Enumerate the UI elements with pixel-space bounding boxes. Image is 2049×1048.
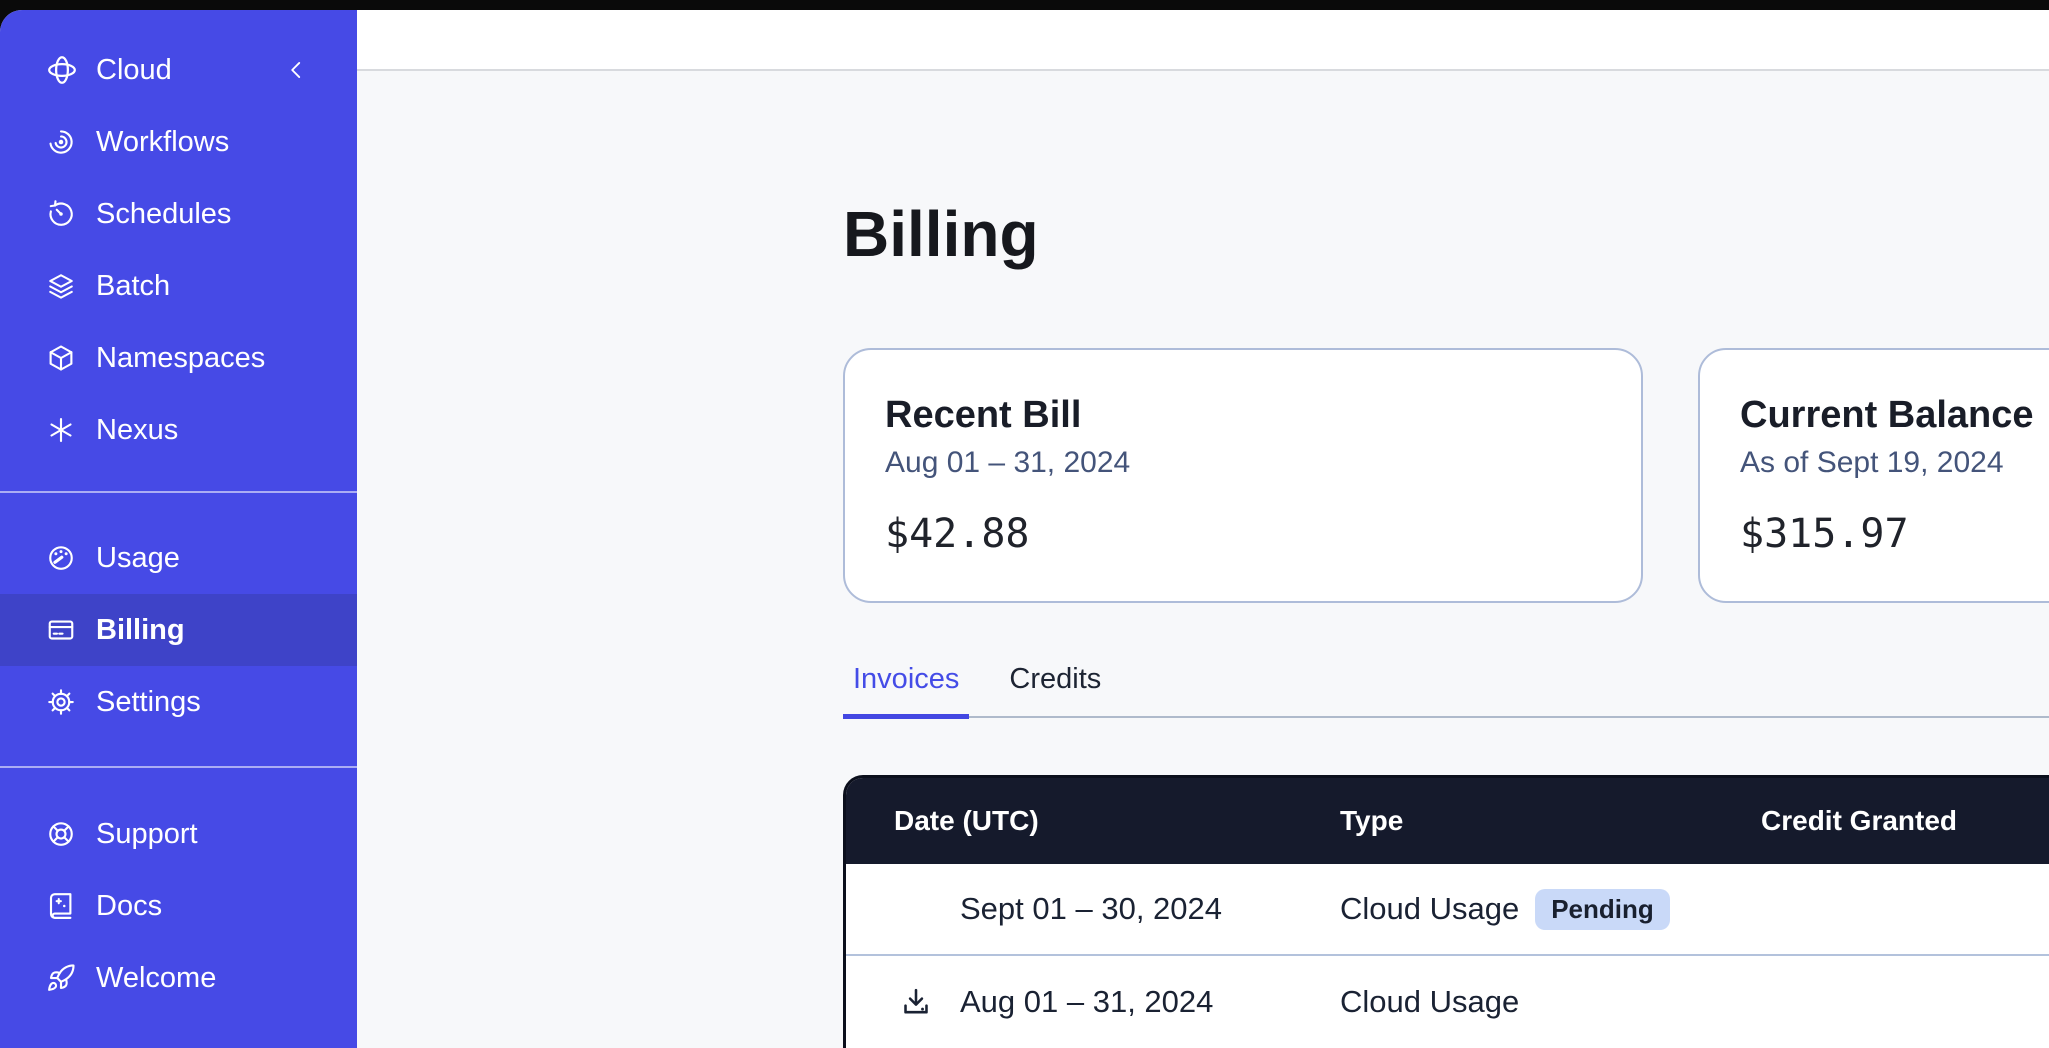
page-title: Billing bbox=[843, 198, 1039, 270]
docs-icon bbox=[46, 891, 76, 921]
invoice-date: Sept 01 – 30, 2024 bbox=[960, 891, 1223, 926]
sidebar-item-label: Nexus bbox=[96, 413, 179, 446]
nexus-icon bbox=[46, 415, 76, 445]
app-window: Cloud Workflows Schedules bbox=[0, 10, 2049, 1048]
sidebar-item-label: Support bbox=[96, 817, 198, 850]
sidebar-logo-label: Cloud bbox=[96, 53, 172, 86]
sidebar-item-batch[interactable]: Batch bbox=[0, 250, 357, 322]
sidebar-divider bbox=[0, 491, 357, 493]
top-bar bbox=[357, 10, 2049, 71]
main-area: Billing Recent Bill Aug 01 – 31, 2024 $4… bbox=[357, 10, 2049, 1048]
sidebar-item-docs[interactable]: Docs bbox=[0, 870, 357, 942]
sidebar-item-label: Docs bbox=[96, 889, 163, 922]
date-cell: Sept 01 – 30, 2024 bbox=[894, 887, 1340, 931]
support-icon bbox=[46, 819, 76, 849]
sidebar-item-label: Batch bbox=[96, 269, 171, 302]
sidebar-item-namespaces[interactable]: Namespaces bbox=[0, 322, 357, 394]
card-amount: $42.88 bbox=[885, 511, 1030, 557]
invoices-table: Date (UTC) Type Credit Granted Sept 01 –… bbox=[843, 775, 2049, 1048]
column-header-credit-granted: Credit Granted bbox=[1761, 805, 1958, 836]
sidebar-item-billing[interactable]: Billing bbox=[0, 594, 357, 666]
sidebar-item-settings[interactable]: Settings bbox=[0, 666, 357, 738]
sidebar-item-nexus[interactable]: Nexus bbox=[0, 394, 357, 466]
sidebar-nav-section: Support Docs Welcome bbox=[0, 798, 357, 1014]
sidebar-item-label: Billing bbox=[96, 613, 185, 646]
invoice-type: Cloud Usage bbox=[1340, 891, 1520, 926]
date-cell: Aug 01 – 31, 2024 bbox=[894, 980, 1340, 1024]
pending-status-badge: Pending bbox=[1535, 888, 1670, 930]
tab-credits[interactable]: Credits bbox=[1009, 663, 1102, 695]
content: Billing Recent Bill Aug 01 – 31, 2024 $4… bbox=[357, 71, 2049, 1048]
sidebar-item-label: Welcome bbox=[96, 961, 217, 994]
sidebar-item-welcome[interactable]: Welcome bbox=[0, 942, 357, 1014]
sidebar-item-workflows[interactable]: Workflows bbox=[0, 106, 357, 178]
workflows-icon bbox=[46, 127, 76, 157]
invoice-date: Aug 01 – 31, 2024 bbox=[960, 984, 1214, 1019]
sidebar-item-label: Workflows bbox=[96, 125, 230, 158]
summary-cards: Recent Bill Aug 01 – 31, 2024 $42.88 Cur… bbox=[843, 348, 2049, 603]
card-date-range: Aug 01 – 31, 2024 bbox=[885, 446, 1131, 479]
icon-slot-empty bbox=[894, 887, 938, 931]
sidebar-item-support[interactable]: Support bbox=[0, 798, 357, 870]
sidebar-item-label: Schedules bbox=[96, 197, 232, 230]
card-as-of-date: As of Sept 19, 2024 bbox=[1740, 446, 2004, 479]
usage-icon bbox=[46, 543, 76, 573]
billing-icon bbox=[46, 615, 76, 645]
sidebar-divider bbox=[0, 766, 357, 768]
type-cell: Cloud Usage bbox=[1340, 984, 1761, 1020]
table-row[interactable]: Sept 01 – 30, 2024 Cloud Usage Pending bbox=[846, 864, 2049, 956]
sidebar-item-label: Usage bbox=[96, 541, 180, 574]
column-header-date: Date (UTC) bbox=[894, 805, 1039, 836]
card-title: Recent Bill bbox=[885, 394, 1082, 436]
current-balance-card: Current Balance As of Sept 19, 2024 $315… bbox=[1698, 348, 2049, 603]
download-invoice-icon[interactable] bbox=[894, 980, 938, 1024]
temporal-cloud-logo-icon bbox=[46, 54, 78, 86]
column-header-type: Type bbox=[1340, 805, 1404, 836]
sidebar-item-label: Namespaces bbox=[96, 341, 266, 374]
tab-invoices[interactable]: Invoices bbox=[843, 661, 970, 719]
schedules-icon bbox=[46, 199, 76, 229]
table-header-row: Date (UTC) Type Credit Granted bbox=[846, 778, 2049, 864]
tab-baseline-rule bbox=[843, 716, 2049, 718]
namespaces-icon bbox=[46, 343, 76, 373]
sidebar-nav-section: Usage Billing Settings bbox=[0, 522, 357, 738]
type-cell: Cloud Usage Pending bbox=[1340, 888, 1761, 930]
chevron-left-icon bbox=[291, 62, 301, 78]
sidebar-item-schedules[interactable]: Schedules bbox=[0, 178, 357, 250]
invoice-type: Cloud Usage bbox=[1340, 984, 1520, 1019]
sidebar: Cloud Workflows Schedules bbox=[0, 10, 357, 1048]
tab-bar: Invoices Credits bbox=[843, 661, 2049, 719]
sidebar-nav-section: Cloud Workflows Schedules bbox=[0, 34, 357, 466]
sidebar-item-label: Settings bbox=[96, 685, 201, 718]
sidebar-item-usage[interactable]: Usage bbox=[0, 522, 357, 594]
table-row[interactable]: Aug 01 – 31, 2024 Cloud Usage bbox=[846, 956, 2049, 1048]
welcome-rocket-icon bbox=[46, 963, 76, 993]
sidebar-item-cloud[interactable]: Cloud bbox=[0, 34, 357, 106]
card-amount: $315.97 bbox=[1740, 511, 1909, 557]
settings-icon bbox=[46, 687, 76, 717]
batch-icon bbox=[46, 271, 76, 301]
recent-bill-card: Recent Bill Aug 01 – 31, 2024 $42.88 bbox=[843, 348, 1643, 603]
sidebar-collapse-button[interactable] bbox=[279, 53, 313, 87]
card-title: Current Balance bbox=[1740, 394, 2034, 436]
